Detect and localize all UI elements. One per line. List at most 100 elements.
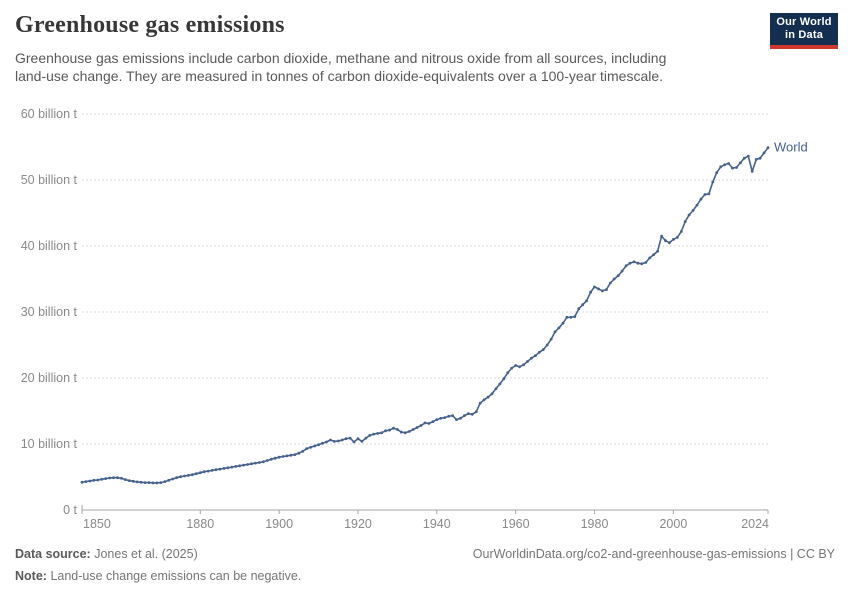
data-point <box>313 444 316 448</box>
data-point <box>435 418 439 421</box>
data-point <box>187 474 190 477</box>
data-point <box>84 480 88 483</box>
data-point <box>569 315 573 319</box>
data-point <box>372 432 376 436</box>
data-point <box>194 472 198 476</box>
data-point <box>443 416 447 419</box>
data-point <box>127 479 131 482</box>
x-axis-label: 2000 <box>659 517 687 531</box>
data-point <box>289 453 293 457</box>
data-point <box>699 197 703 201</box>
data-point <box>561 321 565 325</box>
data-point <box>510 366 514 370</box>
y-axis-label: 60 billion t <box>21 107 78 121</box>
data-point <box>364 436 368 440</box>
data-point <box>281 455 285 458</box>
data-point <box>593 285 596 289</box>
data-point <box>96 478 100 482</box>
data-point <box>396 428 399 431</box>
data-point <box>534 354 537 357</box>
data-point <box>707 192 711 196</box>
data-point <box>368 434 372 437</box>
data-point <box>403 431 407 435</box>
data-point <box>226 466 230 470</box>
data-source-label: Data source: <box>15 547 91 561</box>
data-point <box>269 457 273 461</box>
data-point <box>210 469 214 472</box>
data-point <box>644 261 648 264</box>
y-axis-label: 20 billion t <box>21 371 78 385</box>
data-point <box>214 468 218 472</box>
data-point <box>423 421 427 425</box>
data-point <box>762 151 766 155</box>
data-point <box>648 256 652 260</box>
data-point <box>238 464 242 468</box>
data-point <box>407 430 411 433</box>
data-point <box>356 437 360 441</box>
data-point <box>727 162 730 165</box>
data-point <box>135 480 139 484</box>
x-axis-label: 1940 <box>423 517 451 531</box>
data-point <box>427 422 431 425</box>
x-axis-label: 1880 <box>186 517 214 531</box>
data-point <box>277 455 281 459</box>
data-point <box>309 445 313 449</box>
x-axis-label: 1980 <box>581 517 609 531</box>
data-point <box>171 477 175 481</box>
note-value: Land-use change emissions can be negativ… <box>50 569 302 583</box>
data-point <box>191 473 194 477</box>
data-point <box>545 343 549 347</box>
data-point <box>206 469 210 473</box>
y-axis-label: 40 billion t <box>21 239 78 253</box>
data-point <box>750 170 754 173</box>
owid-logo-line1: Our World <box>776 16 832 29</box>
data-point <box>766 146 770 150</box>
data-point <box>230 465 234 469</box>
data-point <box>147 481 151 484</box>
data-point <box>664 239 667 243</box>
data-point <box>672 238 675 241</box>
data-point <box>746 154 750 158</box>
data-point <box>376 432 380 435</box>
data-point <box>131 479 135 483</box>
data-point <box>577 307 581 311</box>
data-point <box>723 163 726 167</box>
data-point <box>297 451 301 455</box>
data-point <box>541 348 545 351</box>
data-point <box>735 166 738 169</box>
y-axis-label: 0 t <box>63 503 77 517</box>
data-point <box>620 269 624 273</box>
data-point <box>380 431 383 435</box>
data-point <box>332 440 336 443</box>
data-point <box>348 436 352 440</box>
data-point <box>175 476 179 480</box>
data-point <box>557 326 561 330</box>
data-point <box>636 261 640 265</box>
data-point <box>565 315 569 319</box>
footer: Data source: Jones et al. (2025) OurWorl… <box>15 547 835 583</box>
y-axis-label: 30 billion t <box>21 305 78 319</box>
data-point <box>679 230 683 233</box>
data-point <box>167 478 171 482</box>
data-point <box>139 480 143 484</box>
data-point <box>660 234 663 238</box>
data-point <box>628 261 632 265</box>
data-point <box>273 456 277 460</box>
data-point <box>415 426 419 429</box>
data-point <box>246 463 250 466</box>
data-point <box>293 453 297 456</box>
data-point <box>344 437 348 441</box>
data-point <box>218 467 222 471</box>
data-point <box>258 461 261 464</box>
data-point <box>612 277 616 281</box>
data-line[interactable] <box>81 146 769 484</box>
data-point <box>668 241 671 245</box>
data-point <box>597 287 600 291</box>
data-point <box>384 429 387 433</box>
data-point <box>683 220 687 224</box>
data-point <box>711 180 715 184</box>
data-point <box>329 438 332 442</box>
data-point <box>265 459 269 462</box>
data-point <box>506 371 510 375</box>
